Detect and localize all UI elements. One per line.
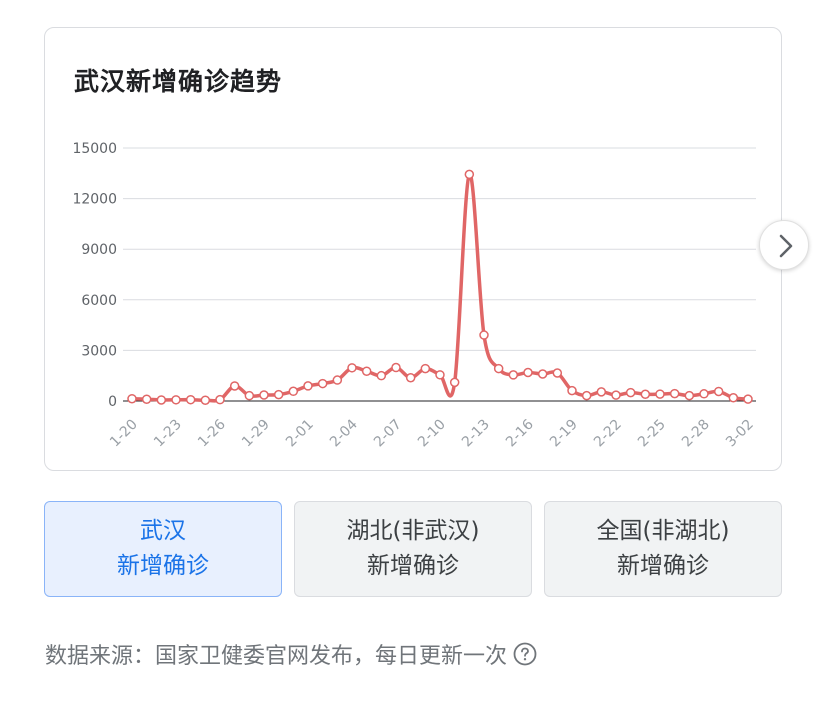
data-point [435,370,445,380]
data-point [508,370,519,380]
data-point [171,395,181,405]
tab-wuhan-line2: 新增确诊 [117,553,209,579]
data-point [699,389,709,399]
data-source-note: 数据来源：国家卫健委官网发布，每日更新一次 [45,638,537,670]
chart-card: 武汉新增确诊趋势 15000 12000 9000 6000 3000 0 1-20 1-23… [44,27,782,471]
data-point [449,377,460,388]
data-point [376,370,387,381]
data-point [303,381,313,391]
chevron-right-icon [779,234,793,258]
data-point [200,395,211,405]
x-tick-label: 1-20 [107,417,141,451]
tab-hubei-excluding-wuhan[interactable]: 湖北(非武汉) 新增确诊 [294,501,532,597]
x-tick-label: 2-16 [503,416,537,450]
data-point [127,393,137,404]
data-point [156,395,167,405]
x-tick-label: 1-26 [195,416,229,450]
next-chart-button[interactable] [759,220,809,270]
data-point [493,363,504,374]
tab-hubei-line2: 新增确诊 [367,553,459,579]
tab-hubei-line1: 湖北(非武汉) [346,518,480,544]
data-point [317,378,328,389]
data-point [611,390,621,400]
data-point [655,389,665,399]
x-tick-label: 1-29 [239,417,273,451]
data-point [479,330,489,340]
y-tick-label: 0 [108,394,117,410]
data-point [229,381,240,391]
tab-wuhan[interactable]: 武汉 新增确诊 [44,501,282,597]
data-point [464,169,475,180]
y-tick-label: 12000 [72,192,117,208]
tab-wuhan-line1: 武汉 [140,518,186,544]
data-point [244,390,255,401]
data-point [552,368,563,378]
data-point [523,367,533,378]
data-point [332,375,343,385]
data-point [567,385,577,396]
y-tick-label: 15000 [72,141,117,157]
data-point [669,388,680,399]
x-tick-label: 2-04 [327,416,361,450]
data-point [361,366,372,376]
data-point [185,394,196,405]
data-source-text: 数据来源：国家卫健委官网发布，每日更新一次 [45,644,508,669]
line-chart: 15000 12000 9000 6000 3000 0 1-20 1-23 1-26 1-29 2… [72,141,757,451]
data-point [141,394,152,404]
x-tick-label: 2-22 [591,417,625,451]
data-point [640,389,651,399]
data-point [581,390,592,401]
tab-national-excluding-hubei[interactable]: 全国(非湖北) 新增确诊 [544,501,782,597]
tab-national-line1: 全国(非湖北) [596,518,730,544]
question-circle-icon[interactable] [513,642,537,666]
x-tick-label: 3-02 [723,417,757,451]
data-point [347,363,357,373]
data-point [288,386,299,397]
x-tick-label: 2-19 [547,417,581,451]
x-tick-label: 2-13 [459,417,493,451]
x-tick-label: 2-28 [679,417,713,451]
data-point [537,369,548,379]
data-point [215,394,225,405]
data-point [713,386,724,397]
data-point [625,387,636,398]
data-point [391,362,401,373]
data-point [743,394,753,404]
x-tick-label: 2-01 [283,417,317,451]
series-line [131,172,749,403]
x-tick-label: 1-23 [151,417,185,451]
x-tick-label: 2-07 [371,417,405,451]
data-point [596,387,607,397]
x-tick-label: 2-10 [415,417,449,451]
data-point [405,372,416,383]
data-point [684,390,695,401]
y-tick-label: 3000 [81,343,117,359]
x-tick-label: 2-25 [635,417,669,451]
data-point [420,363,431,374]
data-point [259,390,269,400]
y-tick-label: 6000 [81,293,117,309]
y-tick-label: 9000 [81,242,117,258]
data-point [728,392,739,403]
data-point [273,389,284,400]
chart-title: 武汉新增确诊趋势 [74,67,283,96]
tab-national-line2: 新增确诊 [617,553,709,579]
